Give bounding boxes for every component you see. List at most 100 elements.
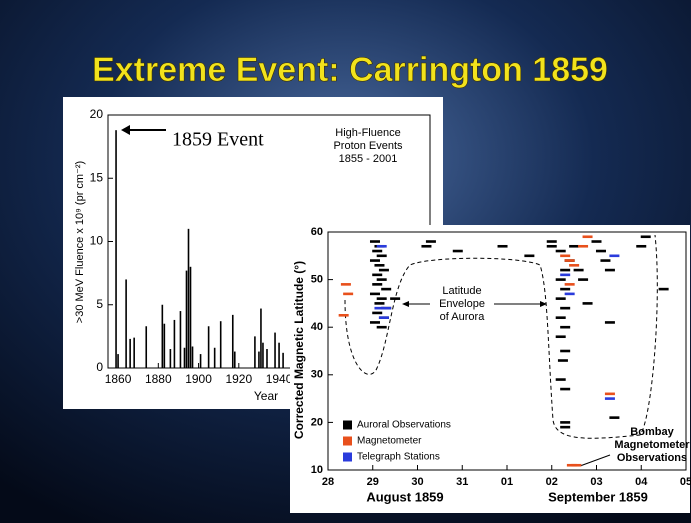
y-tick-label: 20 xyxy=(90,107,104,121)
legend-swatch xyxy=(343,437,352,446)
point xyxy=(560,350,570,353)
bar xyxy=(170,349,172,368)
x-tick-label: 28 xyxy=(322,476,334,488)
point xyxy=(556,335,566,338)
point xyxy=(565,283,575,286)
point xyxy=(374,264,384,267)
point xyxy=(379,269,389,272)
point xyxy=(641,235,651,238)
month-label: September 1859 xyxy=(548,489,648,504)
legend-label: Auroral Observations xyxy=(357,420,451,431)
legend-text: Proton Events xyxy=(333,140,403,152)
legend-swatch xyxy=(343,453,352,462)
bar xyxy=(186,271,188,368)
point xyxy=(569,264,579,267)
bar xyxy=(220,321,222,368)
point xyxy=(560,421,570,424)
bar xyxy=(125,279,127,368)
point xyxy=(560,288,570,291)
y-axis-label: Corrected Magnetic Latitude (°) xyxy=(292,261,306,439)
bar xyxy=(232,315,234,368)
point xyxy=(377,297,387,300)
bar xyxy=(117,354,119,368)
point xyxy=(556,316,566,319)
slide-title: Extreme Event: Carrington 1859 xyxy=(92,51,608,89)
y-tick-label: 30 xyxy=(311,369,323,381)
aurora-chart: Corrected Magnetic Latitude (°) August 1… xyxy=(290,225,691,513)
point xyxy=(498,245,508,248)
bar xyxy=(174,320,176,368)
point xyxy=(339,314,349,317)
y-tick-label: 0 xyxy=(96,360,103,374)
bar xyxy=(200,354,202,368)
bar xyxy=(190,267,192,368)
y-tick-label: 5 xyxy=(96,297,103,311)
bar xyxy=(188,229,190,368)
bar xyxy=(234,352,236,368)
point xyxy=(565,259,575,262)
point xyxy=(609,255,619,258)
bar xyxy=(180,311,182,368)
point xyxy=(556,250,566,253)
point xyxy=(569,245,579,248)
bar xyxy=(208,326,210,368)
bar xyxy=(260,309,262,368)
legend-swatch xyxy=(343,421,352,430)
bar xyxy=(266,349,268,368)
point xyxy=(372,250,382,253)
point xyxy=(558,359,568,362)
point xyxy=(605,269,615,272)
point xyxy=(524,255,534,258)
y-tick-label: 40 xyxy=(311,321,323,333)
slide: Extreme Event: Carrington 1859 >30 MeV F… xyxy=(0,0,691,523)
annotation: Envelope xyxy=(439,298,485,310)
bar xyxy=(262,343,264,368)
bar xyxy=(133,338,135,368)
x-tick-label: 1860 xyxy=(105,372,132,386)
x-axis-label: Year xyxy=(254,389,278,403)
month-label: August 1859 xyxy=(366,489,443,504)
point xyxy=(370,259,380,262)
legend-label: Magnetometer xyxy=(357,436,422,447)
x-tick-label: 30 xyxy=(411,476,423,488)
point xyxy=(341,283,351,286)
point xyxy=(556,378,566,381)
x-tick-label: 1900 xyxy=(185,372,212,386)
point xyxy=(343,293,353,296)
y-tick-label: 50 xyxy=(311,274,323,286)
point xyxy=(426,240,436,243)
y-tick-label: 10 xyxy=(311,464,323,476)
legend-text: High-Fluence xyxy=(335,127,400,139)
point xyxy=(556,278,566,281)
x-tick-label: 05 xyxy=(680,476,691,488)
point xyxy=(574,269,584,272)
y-tick-label: 20 xyxy=(311,416,323,428)
point xyxy=(609,416,619,419)
point xyxy=(377,326,387,329)
annotation: Magnetometer xyxy=(614,439,690,451)
bar xyxy=(162,305,164,368)
bar xyxy=(214,348,216,368)
x-tick-label: 1880 xyxy=(145,372,172,386)
point xyxy=(605,397,615,400)
point xyxy=(571,464,581,467)
y-tick-label: 60 xyxy=(311,226,323,238)
point xyxy=(578,245,588,248)
legend-label: Telegraph Stations xyxy=(357,452,440,463)
bar xyxy=(254,336,256,368)
point xyxy=(374,302,384,305)
point xyxy=(605,321,615,324)
point xyxy=(547,245,557,248)
bar xyxy=(192,346,194,368)
legend-text: 1855 - 2001 xyxy=(339,153,398,165)
bar xyxy=(164,324,166,368)
point xyxy=(381,307,391,310)
point xyxy=(583,235,593,238)
point xyxy=(659,288,669,291)
bar xyxy=(145,326,147,368)
point xyxy=(560,326,570,329)
point xyxy=(600,259,610,262)
y-tick-label: 10 xyxy=(90,234,104,248)
point xyxy=(377,255,387,258)
bar xyxy=(129,339,131,368)
